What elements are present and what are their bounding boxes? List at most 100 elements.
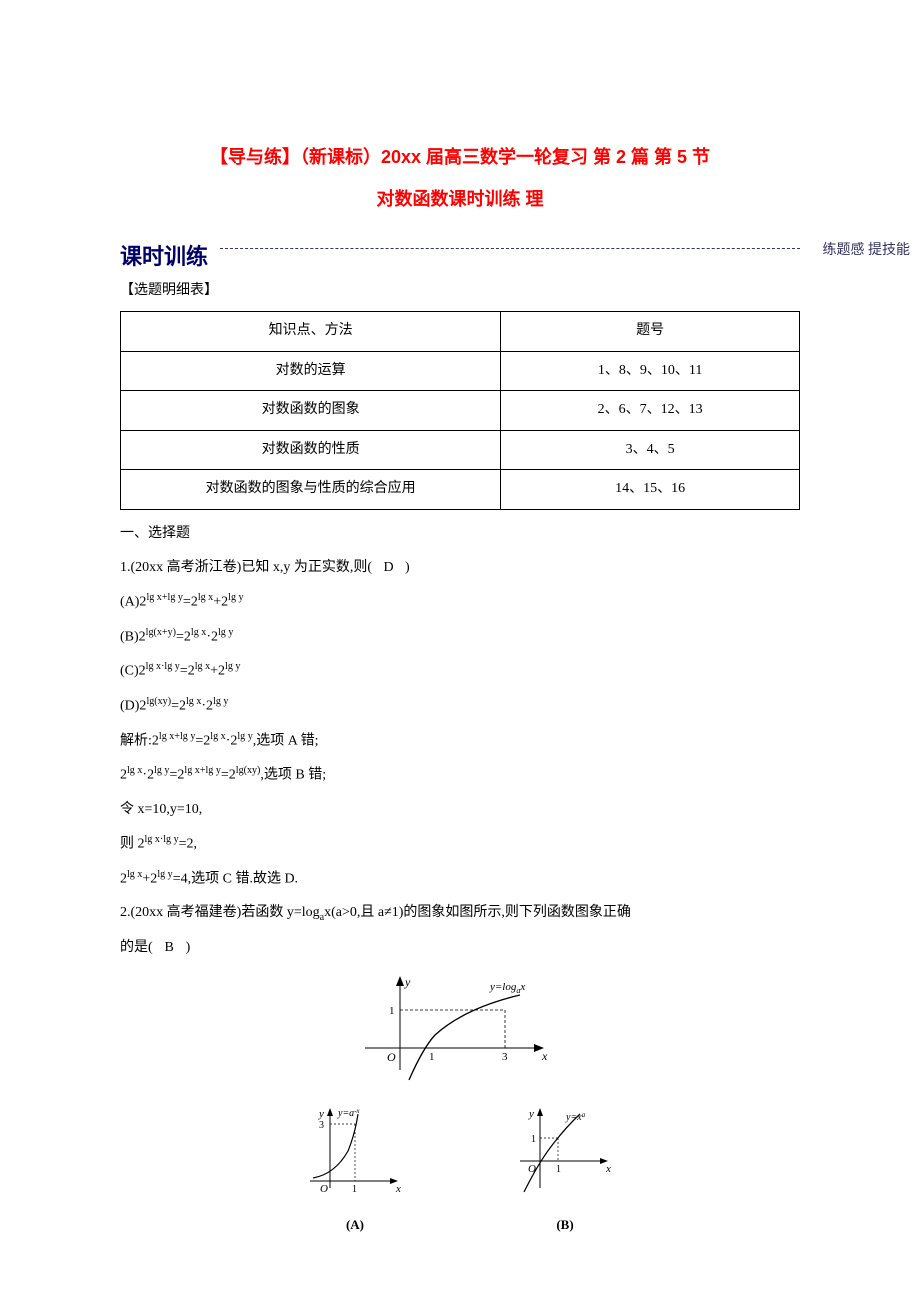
opt-sup: lg y [225,661,240,672]
expl-text: =4,选项 C 错.故选 D. [173,871,298,886]
axis-y-label: y [528,1108,534,1120]
func-label: y=a [337,1108,354,1119]
expl-text: 解析:2 [120,733,159,748]
opt-text: +2 [210,664,225,679]
table-row: 对数的运算 1、8、9、10、11 [121,351,800,391]
tick-x1: 1 [352,1184,357,1195]
table-row: 对数函数的图象 2、6、7、12、13 [121,391,800,431]
axis-x-label: x [605,1163,611,1175]
origin-label: O [528,1163,536,1175]
expl-text: +2 [142,871,157,886]
q1-answer: D [376,554,402,582]
q1-expl-5: 2lg x+2lg y=4,选项 C 错.故选 D. [120,865,800,894]
opt-text: =2 [180,664,195,679]
tick-x1: 1 [429,1051,435,1063]
expl-text: =2 [169,768,184,783]
opt-sup: lg x [198,592,213,603]
tick-y3: 3 [319,1120,324,1131]
graph-option-a: y x O 3 1 y=a-x (A) [300,1106,410,1238]
tick-y1: 1 [389,1005,395,1017]
table-row: 对数函数的性质 3、4、5 [121,430,800,470]
q1-expl-3: 令 x=10,y=10, [120,796,800,824]
opt-sup: lg x [195,661,210,672]
q1-option-b: (B)2lg(x+y)=2lg x·2lg y [120,623,800,652]
opt-text: =2 [183,595,198,610]
func-sup: a [582,1111,586,1119]
q2-text: 2.(20xx 高考福建卷)若函数 y=log [120,905,320,920]
axis-x-label: x [395,1183,401,1195]
opt-text: ·2 [201,699,213,714]
origin-label: O [320,1183,328,1195]
expl-sup: lg x·lg y [145,834,179,845]
expl-text: 2 [120,871,127,886]
opt-text: (D)2 [120,699,146,714]
q1-stem: 1.(20xx 高考浙江卷)已知 x,y 为正实数,则( D ) [120,554,800,582]
axis-x-label: x [541,1049,548,1063]
q1-expl-1: 解析:2lg x+lg y=2lg x·2lg y,选项 A 错; [120,727,800,756]
opt-sup: lg x [191,627,206,638]
expl-text: ,选项 B 错; [260,768,326,783]
opt-sup: lg(xy) [146,696,171,707]
opt-text: =2 [171,699,186,714]
svg-text:y=xa: y=xa [565,1111,586,1123]
graph-b-icon: y x O 1 1 y=xa [510,1106,620,1201]
table-cell: 2、6、7、12、13 [501,391,800,431]
opt-sup: lg y [218,627,233,638]
topic-table: 知识点、方法 题号 对数的运算 1、8、9、10、11 对数函数的图象 2、6、… [120,311,800,510]
func-sup: -x [354,1107,360,1115]
opt-sup: lg x·lg y [146,661,180,672]
table-header: 题号 [501,311,800,351]
graph-options-row: y x O 3 1 y=a-x (A) y x O 1 1 y=xa [120,1106,800,1238]
section-label: 课时训练 [120,236,208,278]
expl-text: ·2 [142,768,154,783]
table-cell: 1、8、9、10、11 [501,351,800,391]
q1-expl-2: 2lg x·2lg y=2lg x+lg y=2lg(xy),选项 B 错; [120,761,800,790]
opt-sup: lg y [213,696,228,707]
q2-stem-line2: 的是( B ) [120,934,800,962]
q2-text: 的是( [120,940,153,955]
graph-b-label: (B) [510,1213,620,1238]
opt-sup: lg y [228,592,243,603]
expl-sup: lg x [127,869,142,880]
opt-text: (A)2 [120,595,146,610]
q2-stem-line1: 2.(20xx 高考福建卷)若函数 y=logax(a>0,且 a≠1)的图象如… [120,899,800,928]
expl-text: 则 2 [120,837,145,852]
expl-sup: lg x+lg y [184,765,220,776]
axis-y-label: y [404,975,411,989]
q2-text: ) [186,940,191,955]
expl-sup: lg y [154,765,169,776]
table-row: 对数函数的图象与性质的综合应用 14、15、16 [121,470,800,510]
tick-x3: 3 [502,1051,508,1063]
table-row: 知识点、方法 题号 [121,311,800,351]
opt-sup: lg x [186,696,201,707]
table-caption: 【选题明细表】 [120,278,800,305]
q1-option-a: (A)2lg x+lg y=2lg x+2lg y [120,588,800,617]
expl-text: =2, [179,837,197,852]
tick-x1: 1 [556,1164,561,1175]
log-graph-icon: y x O 1 1 3 y=logax [345,970,575,1085]
q2-answer: B [156,934,182,962]
axis-y-label: y [318,1108,324,1120]
graph-option-b: y x O 1 1 y=xa (B) [510,1106,620,1238]
origin-label: O [387,1050,396,1064]
doc-title-line2: 对数函数课时训练 理 [120,182,800,216]
expl-text: =2 [221,768,236,783]
graph-a-label: (A) [300,1213,410,1238]
opt-sup: lg x+lg y [146,592,182,603]
opt-text: ·2 [206,629,218,644]
q1-stem-pre: 1.(20xx 高考浙江卷)已知 x,y 为正实数,则( [120,560,372,575]
func-label: y=log [489,981,517,993]
doc-title-line1: 【导与练】（新课标）20xx 届高三数学一轮复习 第 2 篇 第 5 节 [120,140,800,174]
side-caption: 练题感 提技能 [823,238,911,265]
section-1-heading: 一、选择题 [120,520,800,548]
expl-sup: lg x [210,731,225,742]
q1-expl-4: 则 2lg x·lg y=2, [120,830,800,859]
q1-stem-post: ) [405,560,410,575]
expl-sup: lg y [157,869,172,880]
dashed-divider [220,248,800,249]
table-cell: 3、4、5 [501,430,800,470]
expl-text: 2 [120,768,127,783]
expl-text: ,选项 A 错; [253,733,319,748]
opt-text: =2 [176,629,191,644]
table-cell: 14、15、16 [501,470,800,510]
